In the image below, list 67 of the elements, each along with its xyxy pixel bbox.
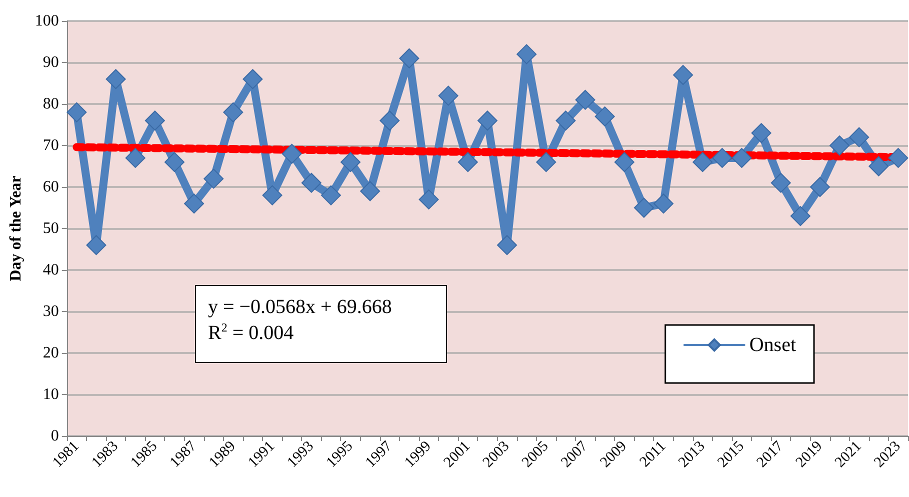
point: [477, 110, 498, 131]
y-tick-label: 20: [42, 344, 59, 362]
annotation: y = −0.0568x + 69.668: [208, 295, 393, 320]
point: [770, 172, 791, 193]
point: [868, 156, 889, 176]
point: [301, 172, 322, 193]
point: [653, 194, 674, 214]
y-tick-label: 70: [42, 137, 59, 154]
point: [242, 69, 263, 90]
annotation: R$^{2}$ = 0.004: [208, 320, 295, 346]
point: [556, 110, 576, 131]
point: [594, 106, 615, 126]
point: [516, 44, 537, 64]
point: [849, 127, 870, 148]
point: [830, 136, 850, 156]
x-tick-label: 1983: [88, 438, 122, 471]
point: [712, 148, 732, 168]
point: [66, 102, 87, 122]
point: [106, 69, 126, 90]
x-tick-label: 1989: [206, 438, 239, 471]
x-tick-label: 2001: [441, 438, 474, 471]
point: [282, 144, 302, 164]
point: [634, 198, 654, 218]
x-tick-label: 2021: [832, 438, 865, 471]
point: [673, 64, 694, 85]
y-axis-title: Day of the Year: [8, 176, 24, 282]
point: [340, 152, 361, 172]
point: [810, 177, 830, 197]
point: [732, 148, 752, 168]
y-tick-label: 100: [34, 12, 59, 30]
point: [536, 152, 556, 172]
point: [458, 152, 478, 172]
legend-label: Onset: [749, 334, 796, 356]
point: [125, 148, 146, 168]
point: [888, 148, 908, 168]
point: [575, 90, 596, 110]
y-tick-label: 30: [42, 303, 59, 320]
y-tick-label: 0: [50, 428, 59, 444]
point: [497, 235, 518, 256]
point: [614, 152, 634, 172]
y-tick-label: 60: [42, 178, 59, 196]
point: [204, 168, 224, 189]
equation-box: y = −0.0568x + 69.668 R$^{2}$ = 0.004: [195, 285, 447, 363]
point: [223, 102, 244, 122]
y-tick-label: 10: [42, 386, 59, 403]
point: [692, 152, 713, 172]
point: [184, 194, 204, 214]
point: [262, 185, 282, 206]
y-tick-label: 90: [42, 54, 59, 71]
x-tick-label: 2011: [637, 438, 670, 470]
x-tick-label: 1999: [402, 438, 434, 471]
x-tick-label: 1991: [245, 438, 278, 471]
point: [418, 189, 439, 210]
point: [320, 185, 341, 206]
point: [399, 48, 420, 68]
point: [86, 235, 106, 256]
point: [144, 110, 165, 131]
y-tick-label: 50: [42, 220, 59, 237]
point: [790, 206, 810, 226]
y-tick-label: 40: [42, 262, 59, 278]
y-tick-label: 80: [42, 96, 59, 112]
point: [380, 110, 400, 131]
point: [360, 181, 380, 202]
point: [751, 123, 772, 144]
x-tick-label: 1993: [284, 438, 318, 471]
point: [164, 152, 184, 172]
point: [438, 86, 458, 106]
